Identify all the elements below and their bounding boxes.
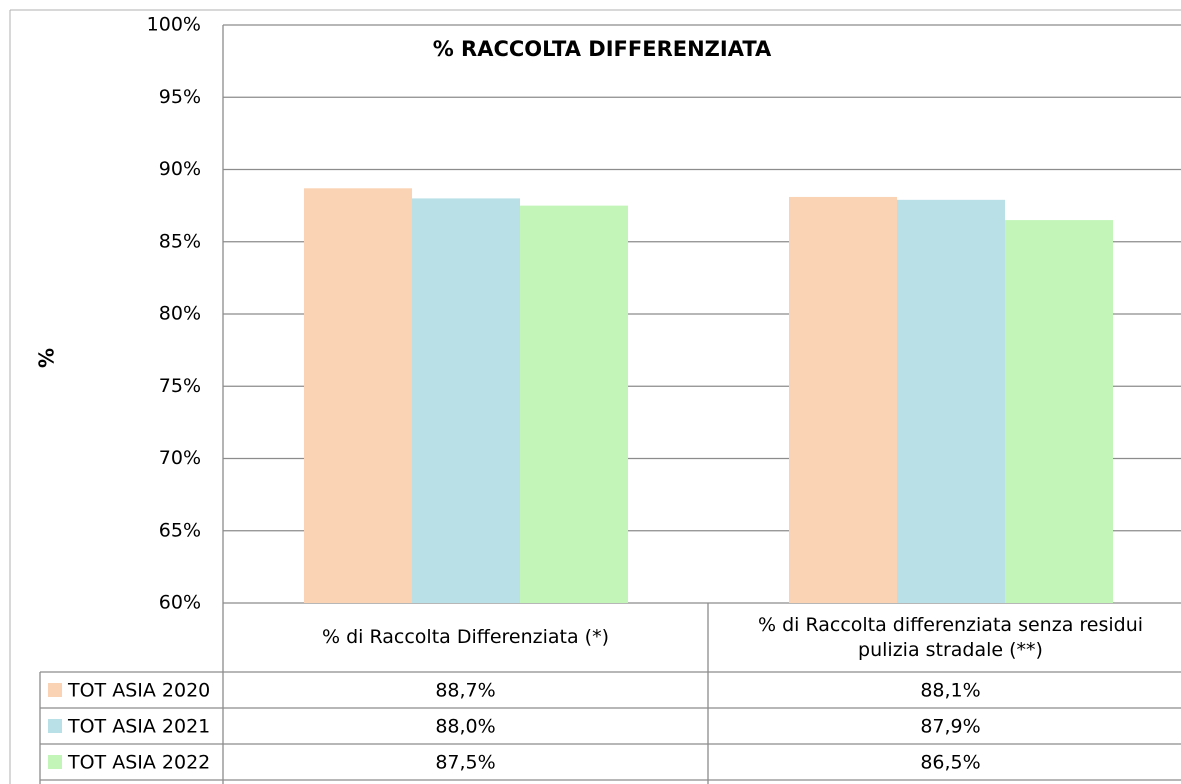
legend-swatch — [48, 683, 62, 697]
y-tick-label: 85% — [159, 230, 201, 252]
y-tick-label: 65% — [159, 519, 201, 541]
y-tick-label: 70% — [159, 447, 201, 469]
y-tick-label: 100% — [147, 14, 201, 36]
y-tick-label: 75% — [159, 375, 201, 397]
legend-label: TOT ASIA 2022 — [67, 752, 210, 774]
y-tick-label: 95% — [159, 86, 201, 108]
legend-label: TOT ASIA 2020 — [67, 680, 210, 702]
value-label: 86,5% — [920, 752, 980, 774]
chart-title: % RACCOLTA DIFFERENZIATA — [433, 37, 772, 61]
y-tick-label: 90% — [159, 158, 201, 180]
legend-swatch — [48, 755, 62, 769]
bar — [520, 205, 628, 603]
x-tick-label: % di Raccolta Differenziata (*) — [322, 626, 609, 649]
value-label: 87,9% — [920, 716, 980, 738]
category-cell: % di Raccolta differenziata senza residu… — [757, 613, 1144, 661]
value-label: 87,5% — [435, 752, 495, 774]
bar — [789, 196, 897, 603]
bar — [897, 199, 1005, 603]
category-cell: % di Raccolta Differenziata (*) — [322, 626, 609, 649]
legend-swatch — [48, 719, 62, 733]
value-label: 88,0% — [435, 716, 495, 738]
value-label: 88,1% — [920, 680, 980, 702]
legend-label: TOT ASIA 2021 — [67, 716, 210, 738]
bar — [1005, 220, 1113, 603]
bar — [412, 198, 520, 603]
bar — [304, 188, 412, 603]
value-label: 88,7% — [435, 680, 495, 702]
x-tick-label: % di Raccolta differenziata senza residu… — [757, 613, 1144, 661]
y-axis-label: % — [35, 348, 59, 368]
y-tick-label: 80% — [159, 303, 201, 325]
y-tick-label: 60% — [159, 592, 201, 614]
